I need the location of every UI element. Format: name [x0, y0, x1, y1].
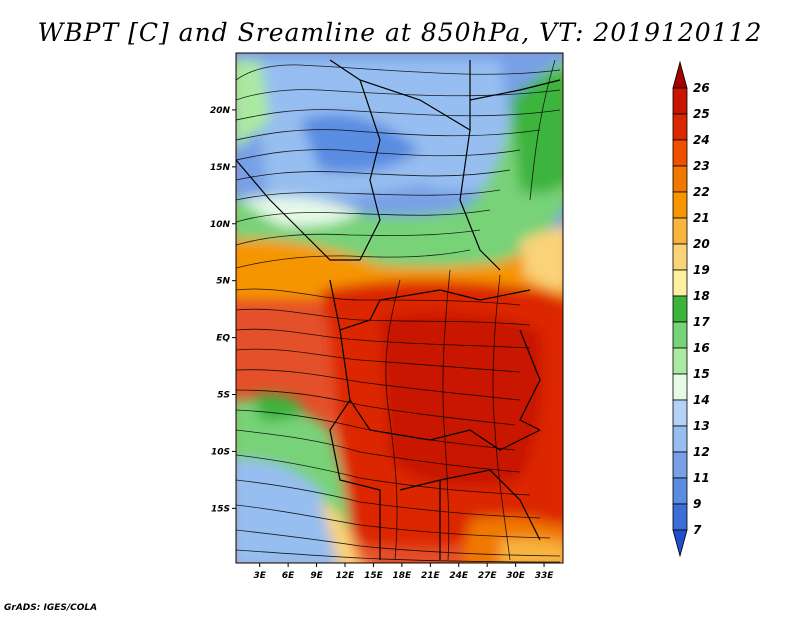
footer-credit: GrADS: IGES/COLA [4, 603, 98, 613]
colorbar-level-label: 17 [693, 315, 710, 329]
lat-tick-label: 15S [211, 504, 230, 514]
country-borders [236, 59, 561, 560]
colorbar-swatch [672, 425, 688, 453]
colorbar-swatch [672, 243, 688, 271]
map-title: WBPT [C] and Sreamline at 850hPa, VT: 20… [37, 18, 763, 47]
map-frame [235, 52, 564, 564]
colorbar-level-label: 7 [693, 523, 702, 537]
lon-tick-label: 15E [364, 571, 384, 581]
colorbar-swatch [672, 347, 688, 375]
colorbar-top-arrow [672, 60, 688, 89]
colorbar-swatch [672, 217, 688, 245]
colorbar-level-label: 22 [693, 185, 710, 199]
lat-tick-label: 20N [210, 106, 231, 116]
colorbar-level-label: 21 [693, 211, 710, 225]
colorbar-level-label: 15 [693, 367, 710, 381]
longitude-ticks: 3E 6E 9E 12E 15E 18E 21E 24E 27E 30E 33E [253, 563, 554, 581]
colorbar-level-label: 14 [693, 393, 710, 407]
colorbar-level-label: 23 [693, 159, 710, 173]
map-panel: 20N 15N 10N 5N EQ 5S 10S 15S 3E 6E 9E 12E 15E 18E 21E… [210, 52, 564, 581]
colorbar-swatch [672, 477, 688, 505]
lon-tick-label: 3E [253, 571, 266, 581]
colorbar-level-label: 19 [693, 263, 710, 277]
lon-tick-label: 6E [282, 571, 295, 581]
colorbar-swatch [672, 373, 688, 401]
colorbar-level-label: 9 [693, 497, 701, 511]
colorbar-bottom-arrow [672, 529, 688, 558]
lon-tick-label: 27E [478, 571, 498, 581]
colorbar-swatch [672, 87, 688, 115]
colorbar: 26 25 24 23 22 21 20 19 18 17 16 15 14 13 12 11 9 7 [672, 60, 710, 558]
colorbar-swatch [672, 503, 688, 531]
lat-tick-label: 10S [211, 447, 230, 457]
lat-tick-label: 15N [210, 163, 231, 173]
colorbar-level-label: 11 [693, 471, 710, 485]
colorbar-swatch [672, 269, 688, 297]
colorbar-swatch [672, 451, 688, 479]
lon-tick-label: 33E [535, 571, 555, 581]
lon-tick-label: 9E [310, 571, 323, 581]
colorbar-level-label: 16 [693, 341, 710, 355]
latitude-ticks: 20N 15N 10N 5N EQ 5S 10S 15S [210, 106, 236, 514]
colorbar-level-label: 25 [693, 107, 710, 121]
colorbar-swatch [672, 191, 688, 219]
lon-tick-label: 24E [449, 571, 469, 581]
colorbar-level-label: 26 [693, 81, 710, 95]
colorbar-level-label: 13 [693, 419, 710, 433]
lon-tick-label: 21E [421, 571, 441, 581]
lon-tick-label: 30E [506, 571, 526, 581]
streamlines [236, 59, 561, 563]
colorbar-swatch [672, 165, 688, 193]
lat-tick-label: 5N [216, 277, 230, 287]
colorbar-swatch [672, 295, 688, 323]
colorbar-level-label: 24 [693, 133, 710, 147]
lat-tick-label: 10N [210, 220, 231, 230]
colorbar-level-label: 20 [693, 237, 710, 251]
lat-tick-label: EQ [216, 334, 230, 344]
lon-tick-label: 12E [336, 571, 356, 581]
colorbar-swatch [672, 399, 688, 427]
colorbar-swatch [672, 113, 688, 141]
colorbar-level-label: 18 [693, 289, 710, 303]
lat-tick-label: 5S [217, 391, 230, 401]
lon-tick-label: 18E [393, 571, 413, 581]
colorbar-swatch [672, 139, 688, 167]
colorbar-swatch [672, 321, 688, 349]
colorbar-level-label: 12 [693, 445, 710, 459]
